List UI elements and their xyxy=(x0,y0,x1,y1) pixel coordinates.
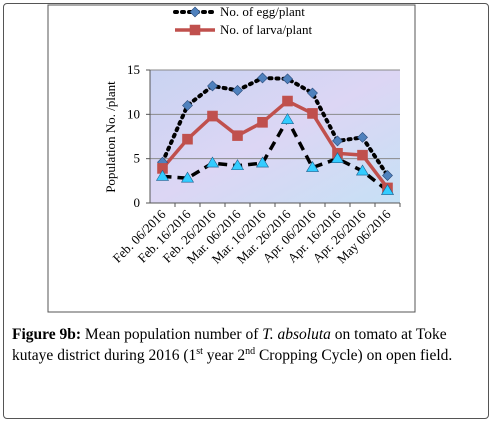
data-point xyxy=(157,163,168,174)
data-point xyxy=(232,84,243,96)
y-tick-label: 15 xyxy=(127,62,140,77)
data-point xyxy=(305,160,320,172)
legend-marker xyxy=(189,24,201,36)
data-point xyxy=(180,171,195,183)
series-line xyxy=(160,75,390,178)
y-tick-label: 5 xyxy=(134,151,141,166)
data-point xyxy=(232,130,243,141)
data-point xyxy=(230,159,245,171)
data-point xyxy=(257,117,268,128)
data-point xyxy=(257,72,268,84)
data-point xyxy=(282,95,293,107)
series-line xyxy=(161,98,389,189)
data-point xyxy=(207,80,218,92)
y-axis-label: Population No. /plant xyxy=(103,81,118,193)
caption-text: Mean population number of xyxy=(81,326,263,343)
caption-text: on tomato at Toke kutaye district during… xyxy=(12,326,447,364)
data-point xyxy=(382,170,393,181)
data-point xyxy=(307,87,318,99)
caption-text: year 2 xyxy=(202,347,246,364)
data-point xyxy=(280,113,295,124)
data-point xyxy=(332,135,343,147)
legend-label: No. of larva/plant xyxy=(220,22,312,37)
caption: Figure 9b: Mean population number of T. … xyxy=(12,324,482,366)
data-point xyxy=(357,149,368,161)
data-point xyxy=(357,131,368,143)
data-point xyxy=(207,110,218,122)
data-point xyxy=(330,152,345,163)
caption-sup: nd xyxy=(245,345,256,357)
data-point xyxy=(205,156,220,168)
data-point xyxy=(255,156,270,168)
data-point xyxy=(355,164,370,176)
legend-label: No. of egg/plant xyxy=(220,4,305,19)
data-point xyxy=(307,108,318,119)
data-point xyxy=(155,169,170,181)
data-point xyxy=(182,100,193,111)
figure-frame xyxy=(3,3,489,419)
y-tick-label: 0 xyxy=(134,195,141,210)
caption-label: Figure 9b: xyxy=(12,326,82,343)
data-point xyxy=(182,133,193,145)
y-tick-label: 10 xyxy=(127,106,140,121)
data-point xyxy=(380,184,395,195)
data-point xyxy=(282,73,293,85)
caption-species: T. absoluta xyxy=(262,326,331,343)
legend-marker xyxy=(189,6,201,18)
caption-sup: st xyxy=(196,345,203,357)
caption-text: Cropping Cycle) on open field. xyxy=(255,347,453,364)
